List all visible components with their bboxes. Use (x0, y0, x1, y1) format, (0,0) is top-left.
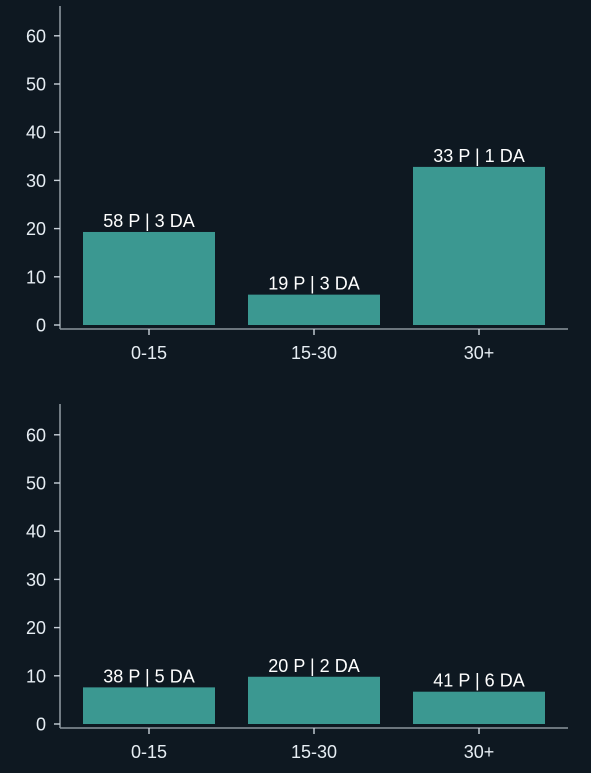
y-tick-label: 40 (26, 123, 46, 143)
y-tick-label: 40 (26, 522, 46, 542)
x-tick-label: 0-15 (131, 343, 167, 363)
y-tick-label: 10 (26, 666, 46, 686)
x-tick-label: 15-30 (291, 742, 337, 762)
bar-data-label: 41 P | 6 DA (433, 671, 524, 691)
bar-30+ (413, 166, 545, 325)
bar-data-label: 19 P | 3 DA (268, 274, 359, 294)
y-tick-label: 0 (36, 316, 46, 336)
x-tick-label: 30+ (464, 742, 495, 762)
bar-data-label: 58 P | 3 DA (103, 211, 194, 231)
y-tick-label: 50 (26, 474, 46, 494)
y-tick-label: 30 (26, 171, 46, 191)
y-tick-label: 10 (26, 267, 46, 287)
x-tick-label: 15-30 (291, 343, 337, 363)
bar-data-label: 33 P | 1 DA (433, 146, 524, 166)
bar-15-30 (248, 676, 380, 724)
y-tick-label: 0 (36, 715, 46, 735)
y-tick-label: 20 (26, 219, 46, 239)
bar-0-15 (83, 231, 215, 325)
bar-0-15 (83, 687, 215, 724)
x-tick-label: 30+ (464, 343, 495, 363)
bar-data-label: 38 P | 5 DA (103, 666, 194, 686)
y-tick-label: 50 (26, 75, 46, 95)
chart-panel-1: 0 10 20 30 40 50 60 0-15 58 P | 3 DA 15-30 19 P | … (26, 6, 568, 363)
bar-data-label: 20 P | 2 DA (268, 656, 359, 676)
bar-15-30 (248, 294, 380, 325)
bar-30+ (413, 691, 545, 724)
x-tick-label: 0-15 (131, 742, 167, 762)
y-tick-label: 60 (26, 425, 46, 445)
chart-panel-2: 0 10 20 30 40 50 60 0-15 38 P | 5 DA 15-30 20 P | … (26, 404, 568, 762)
y-tick-label: 30 (26, 570, 46, 590)
y-tick-label: 20 (26, 618, 46, 638)
y-tick-label: 60 (26, 26, 46, 46)
